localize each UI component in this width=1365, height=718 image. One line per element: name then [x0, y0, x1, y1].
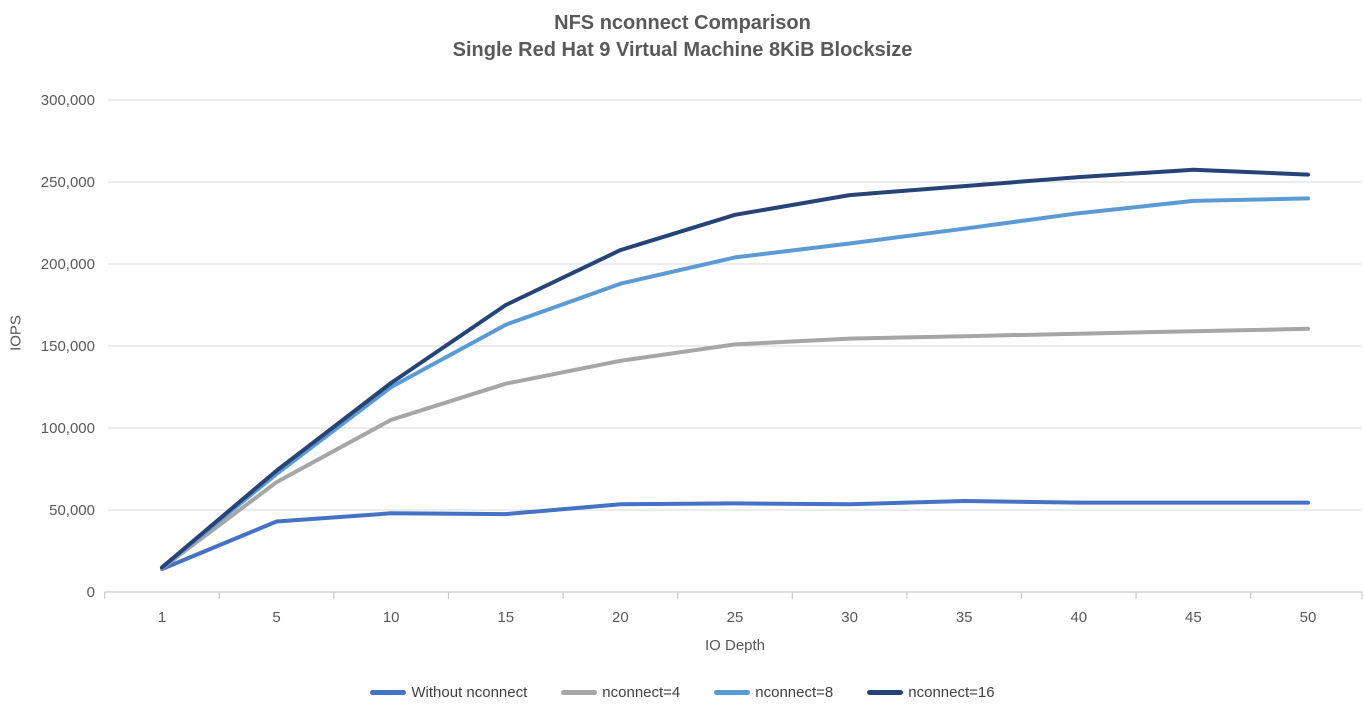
y-tick-label: 150,000: [41, 338, 95, 355]
chart-title: NFS nconnect Comparison: [554, 12, 811, 34]
x-tick-label: 1: [158, 609, 166, 626]
legend-item: nconnect=16: [867, 684, 995, 701]
x-tick-label: 20: [612, 609, 629, 626]
legend-item: Without nconnect: [370, 684, 527, 701]
legend-swatch: [867, 690, 904, 695]
chart-subtitle: Single Red Hat 9 Virtual Machine 8KiB Bl…: [452, 39, 913, 61]
series-line: [160, 167, 1310, 570]
x-axis-title: IO Depth: [704, 637, 766, 654]
x-tick-label: 30: [841, 609, 858, 626]
series-line: [160, 326, 1310, 571]
legend-item: nconnect=4: [561, 684, 680, 701]
legend-swatch: [370, 690, 407, 695]
legend: Without nconnect nconnect=4 nconnect=8 ncon…: [0, 684, 1365, 701]
plot-area: 0 50,000 100,000 150,000 200,000 250,000 300,0…: [41, 92, 1363, 626]
x-tick-label: 5: [272, 609, 280, 626]
legend-label: nconnect=8: [755, 684, 834, 701]
x-tick-label: 50: [1300, 609, 1317, 626]
y-tick-label: 200,000: [41, 256, 95, 273]
y-tick-label: 300,000: [41, 92, 95, 109]
x-tick-label: 45: [1185, 609, 1202, 626]
legend-label: nconnect=16: [908, 684, 995, 701]
legend-item: nconnect=8: [714, 684, 833, 701]
y-tick-label: 100,000: [41, 420, 95, 437]
series-line: [160, 499, 1310, 571]
x-tick-label: 40: [1070, 609, 1087, 626]
x-tick-label: 15: [497, 609, 514, 626]
y-tick-label: 50,000: [49, 502, 95, 519]
legend-label: Without nconnect: [411, 684, 528, 701]
legend-label: nconnect=4: [602, 684, 681, 701]
legend-swatch: [561, 690, 598, 695]
y-tick-label: 250,000: [41, 174, 95, 191]
x-tick-label: 35: [956, 609, 973, 626]
chart-title-block: NFS nconnect Comparison Single Red Hat 9…: [0, 10, 1365, 64]
x-tick-label: 25: [727, 609, 744, 626]
legend-swatch: [714, 690, 751, 695]
x-tick-label: 10: [383, 609, 400, 626]
series-line: [160, 196, 1310, 570]
y-tick-label: 0: [87, 584, 95, 601]
